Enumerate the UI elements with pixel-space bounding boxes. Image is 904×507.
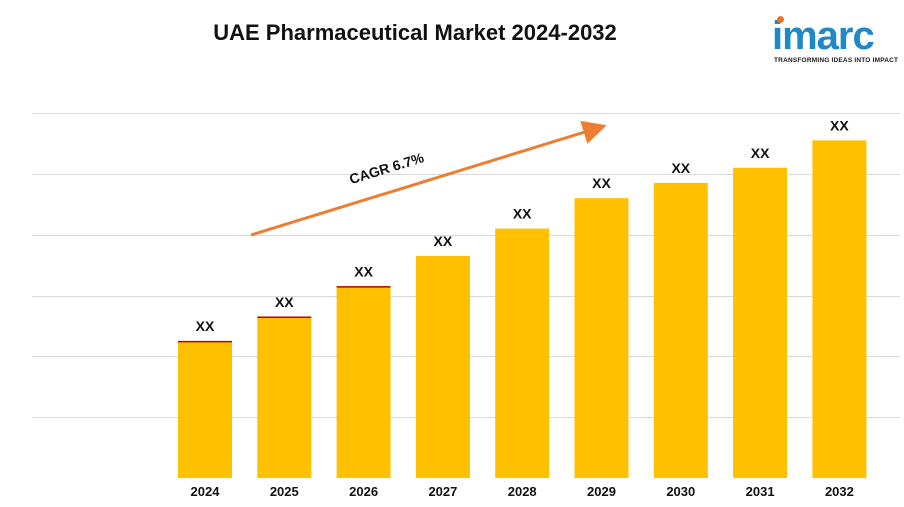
bar-2026 — [336, 286, 391, 478]
bar-2024 — [178, 341, 232, 478]
x-tick-2027: 2027 — [428, 484, 457, 499]
data-label-2030: XX — [671, 160, 690, 176]
logo-wordmark: imarc — [772, 14, 875, 58]
data-label-2032: XX — [830, 117, 849, 133]
bar-2032 — [812, 140, 867, 478]
x-tick-2031: 2031 — [746, 484, 775, 499]
chart-title: UAE Pharmaceutical Market 2024-2032 — [213, 20, 617, 45]
data-label-2025: XX — [275, 294, 294, 310]
data-label-2026: XX — [354, 263, 373, 279]
x-tick-2028: 2028 — [508, 484, 537, 499]
x-tick-labels: 2024 2025 2026 2027 2028 2029 2030 2031 2032 — [191, 484, 854, 499]
cagr-annotation: CAGR 6.7% — [250, 120, 607, 237]
logo-tagline: TRANSFORMING IDEAS INTO IMPACT — [774, 57, 899, 64]
bar-2025 — [257, 316, 312, 478]
cagr-arrow — [250, 120, 607, 237]
bar-2027 — [415, 255, 470, 478]
data-label-2029: XX — [592, 175, 611, 191]
x-tick-2032: 2032 — [825, 484, 854, 499]
data-label-2031: XX — [751, 145, 770, 161]
bar-2030 — [653, 182, 708, 479]
bars — [178, 140, 867, 479]
data-label-2027: XX — [434, 233, 453, 249]
data-labels: XX XX XX XX XX XX XX XX XX — [196, 117, 850, 334]
bar-2029 — [574, 198, 629, 478]
x-tick-2024: 2024 — [191, 484, 221, 499]
x-tick-2026: 2026 — [349, 484, 378, 499]
data-label-2028: XX — [513, 206, 532, 222]
data-label-2024: XX — [196, 318, 215, 334]
x-tick-2029: 2029 — [587, 484, 616, 499]
cagr-label: CAGR 6.7% — [347, 149, 426, 187]
logo-dot-icon — [777, 16, 784, 23]
x-tick-2025: 2025 — [270, 484, 299, 499]
bar-2028 — [495, 228, 550, 478]
bar-2031 — [733, 167, 788, 478]
x-tick-2030: 2030 — [666, 484, 695, 499]
imarc-logo: imarc TRANSFORMING IDEAS INTO IMPACT — [770, 10, 898, 70]
